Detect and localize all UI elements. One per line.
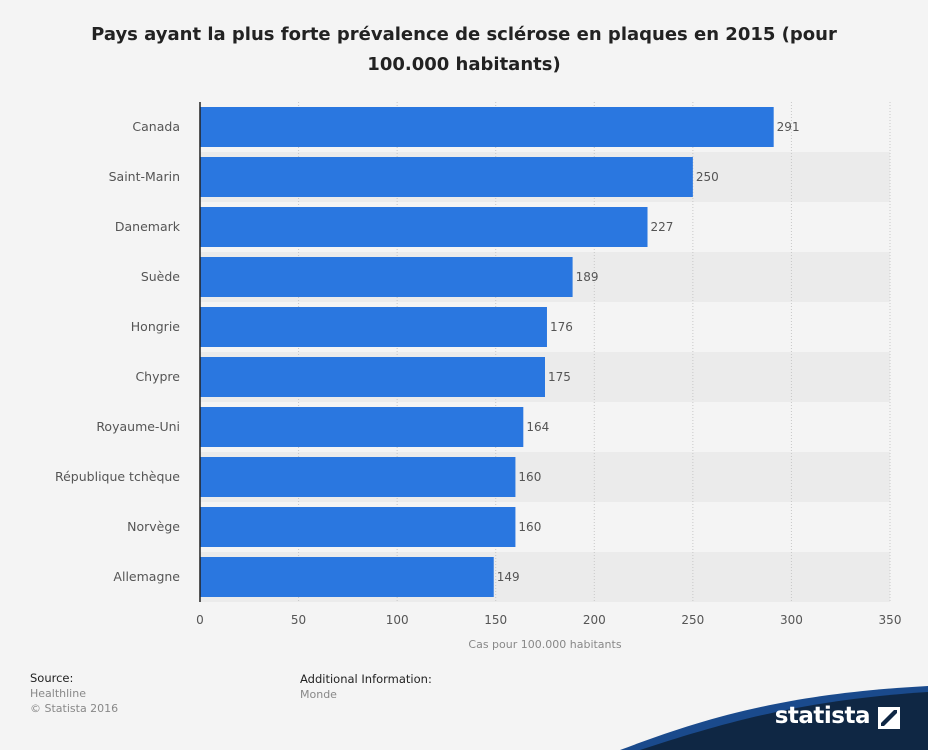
data-label: 176 — [550, 320, 573, 334]
additional-info-label: Additional Information: — [300, 672, 432, 686]
bars — [200, 107, 774, 597]
x-tick-label: 100 — [386, 613, 409, 627]
x-tick-label: 0 — [196, 613, 204, 627]
grid-lines — [298, 102, 891, 602]
data-label: 291 — [777, 120, 800, 134]
bar[interactable] — [200, 407, 524, 447]
data-label: 160 — [518, 470, 541, 484]
bar[interactable] — [200, 357, 545, 397]
category-label: Chypre — [135, 369, 180, 384]
source-line: © Statista 2016 — [30, 702, 119, 715]
chart-title: Pays ayant la plus forte prévalence de s… — [91, 24, 837, 75]
category-label: Canada — [132, 119, 180, 134]
bar[interactable] — [200, 507, 516, 547]
bar[interactable] — [200, 557, 494, 597]
data-label: 227 — [651, 220, 674, 234]
category-label: Allemagne — [113, 569, 180, 584]
x-tick-label: 50 — [291, 613, 306, 627]
statista-logo[interactable]: statista — [774, 703, 871, 729]
value-labels: 291 250 227 189 176 175 164 160 160 149 — [497, 120, 800, 584]
x-tick-label: 150 — [484, 613, 507, 627]
data-label: 250 — [696, 170, 719, 184]
category-label: Norvège — [127, 519, 180, 534]
x-tick-label: 350 — [879, 613, 902, 627]
data-label: 189 — [576, 270, 599, 284]
x-axis-label: Cas pour 100.000 habitants — [468, 638, 621, 651]
statista-logo-icon — [878, 707, 900, 729]
x-tick-label: 200 — [583, 613, 606, 627]
category-label: Danemark — [115, 219, 181, 234]
additional-info-line: Monde — [300, 688, 337, 701]
x-tick-label: 300 — [780, 613, 803, 627]
data-label: 175 — [548, 370, 571, 384]
category-label: République tchèque — [55, 469, 180, 484]
bar[interactable] — [200, 207, 648, 247]
source-label: Source: — [30, 671, 74, 685]
additional-info-block: Additional Information: Monde — [300, 672, 432, 702]
source-line: Healthline — [30, 687, 86, 700]
bar[interactable] — [200, 457, 516, 497]
category-label: Saint-Marin — [109, 169, 180, 184]
bar[interactable] — [200, 257, 573, 297]
data-label: 149 — [497, 570, 520, 584]
category-label: Hongrie — [131, 319, 181, 334]
bar[interactable] — [200, 307, 547, 347]
source-block: Source: Healthline © Statista 2016 — [30, 671, 118, 716]
x-tick-labels: 0 50 100 150 200 250 300 350 — [196, 613, 901, 627]
data-label: 164 — [526, 420, 549, 434]
x-tick-label: 250 — [681, 613, 704, 627]
bar-chart: Canada Saint-Marin Danemark Suède Hongrie Chy… — [55, 102, 901, 651]
bar[interactable] — [200, 157, 693, 197]
category-label: Suède — [141, 269, 180, 284]
data-label: 160 — [518, 520, 541, 534]
category-labels: Canada Saint-Marin Danemark Suède Hongrie Chy… — [55, 119, 181, 584]
category-label: Royaume-Uni — [96, 419, 180, 434]
bar[interactable] — [200, 107, 774, 147]
